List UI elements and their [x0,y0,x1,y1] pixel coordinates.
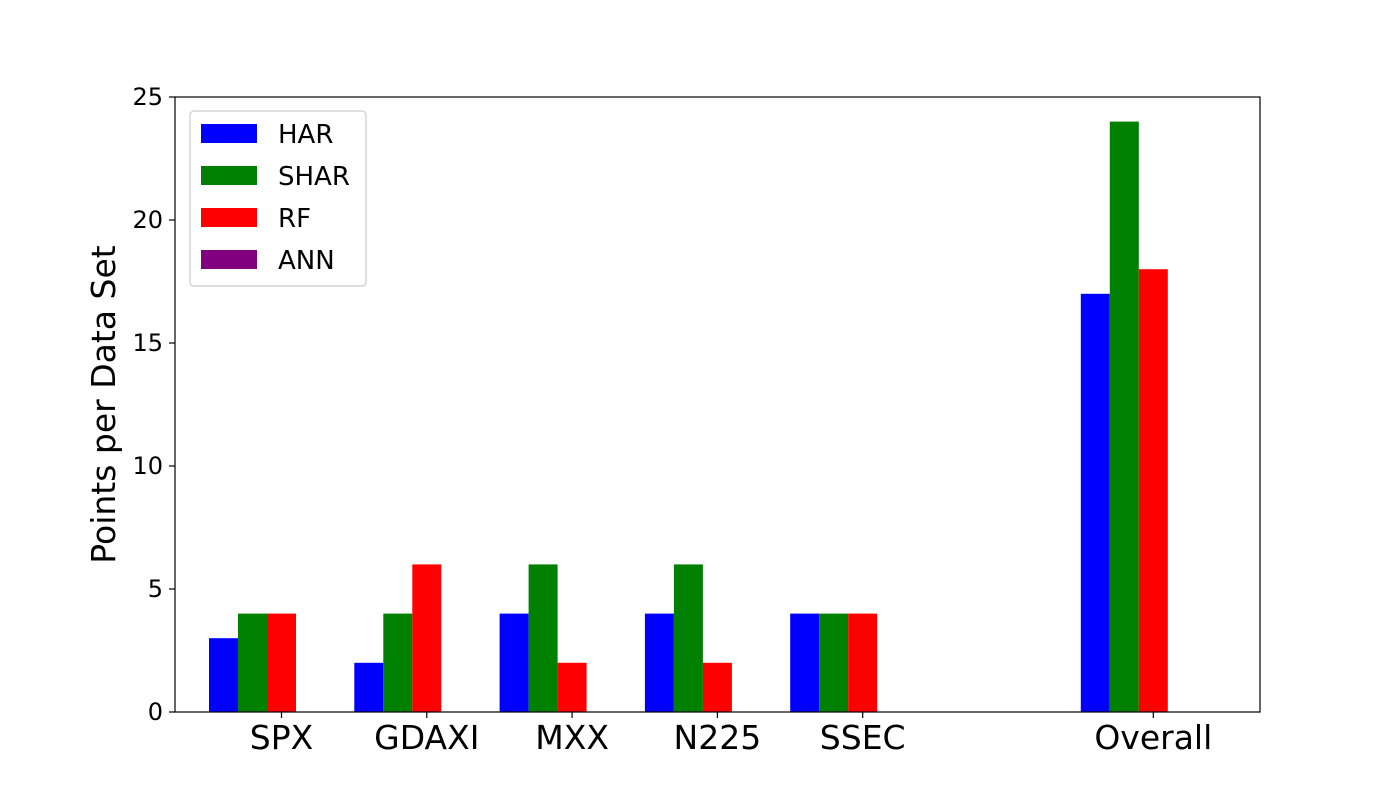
bar-har-gdaxi [354,662,384,712]
x-tick-label-overall: Overall [1094,718,1212,757]
bars-layer [209,121,1168,713]
y-tick-label: 20 [132,206,163,234]
bar-shar-spx [238,613,267,712]
y-axis-title: Points per Data Set [84,245,123,563]
y-tick-label: 0 [148,698,163,726]
y-tick-label: 15 [132,329,163,357]
bar-shar-mxx [528,564,558,712]
bar-rf-overall [1138,269,1168,712]
legend-box [189,110,367,287]
legend-label-ann: ANN [278,246,335,276]
bar-har-mxx [499,613,529,712]
legend: HAR SHAR RF ANN [189,110,367,287]
legend-label-rf: RF [278,204,311,234]
bar-rf-mxx [557,662,587,712]
x-tick-label-ssec: SSEC [820,718,906,757]
y-tick-label: 10 [132,452,163,480]
bar-shar-overall [1109,121,1139,713]
x-axis: SPX GDAXI MXX N225 SSEC Overall [250,712,1212,757]
y-axis: 0 5 10 15 20 25 [132,83,175,726]
bar-rf-spx [267,613,296,712]
x-tick-label-gdaxi: GDAXI [374,718,479,757]
legend-swatch-rf [201,208,257,227]
x-tick-label-n225: N225 [674,718,762,757]
legend-label-har: HAR [278,120,333,150]
legend-label-shar: SHAR [278,162,350,192]
bar-rf-n225 [702,662,732,712]
bar-har-spx [209,638,238,712]
bar-shar-gdaxi [383,613,413,712]
bar-rf-gdaxi [412,564,442,712]
bar-har-ssec [790,613,820,712]
y-tick-label: 25 [132,83,163,111]
legend-swatch-shar [201,166,257,185]
x-tick-label-mxx: MXX [535,718,609,757]
x-tick-label-spx: SPX [250,718,313,757]
bar-har-overall [1080,293,1110,712]
y-tick-label: 5 [148,575,163,603]
legend-swatch-har [201,124,257,143]
bar-har-n225 [644,613,674,712]
bar-shar-ssec [819,613,849,712]
legend-swatch-ann [201,250,257,269]
bar-shar-n225 [673,564,703,712]
bar-rf-ssec [848,613,878,712]
